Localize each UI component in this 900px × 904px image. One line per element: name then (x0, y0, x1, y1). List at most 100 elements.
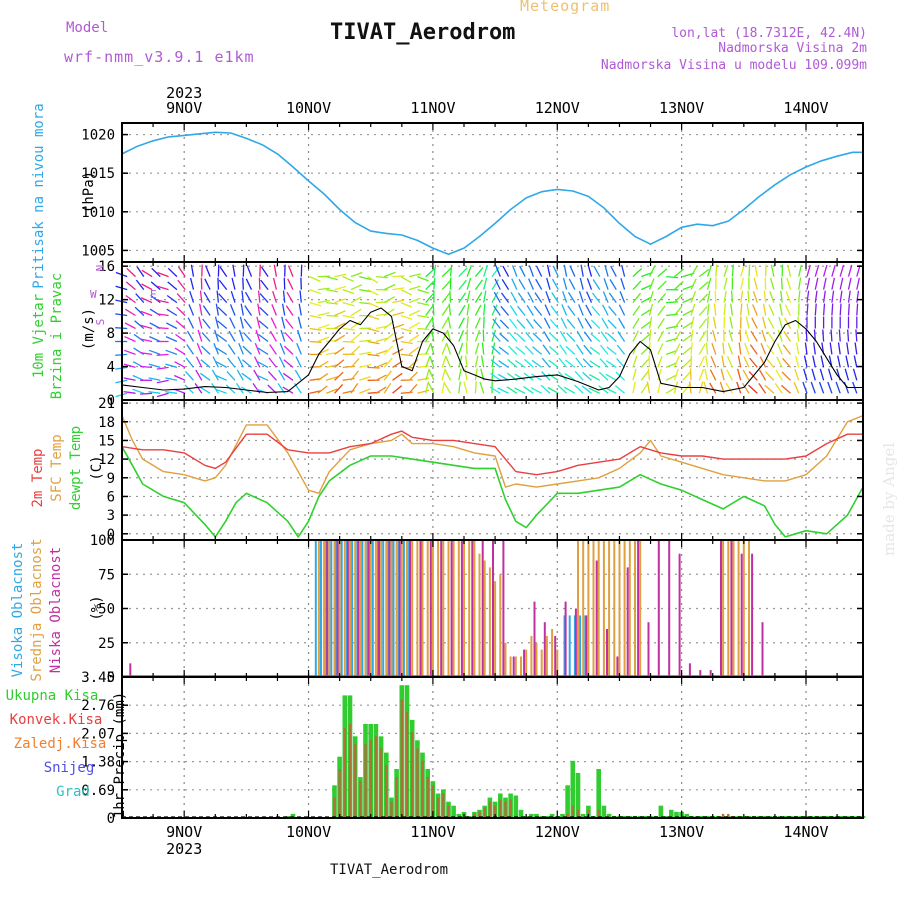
cloud-bar (471, 540, 473, 677)
wind-arrow (666, 302, 678, 303)
cloud-bar (406, 540, 408, 677)
cloud-bar (339, 540, 341, 677)
cloud-bar (727, 540, 729, 677)
wind-arrow (848, 330, 849, 342)
precip-bar (451, 806, 456, 818)
cloud-bar (741, 554, 743, 677)
x-year-label-bottom: 2023 (166, 840, 202, 858)
cloud-bar (463, 540, 465, 677)
precip-bar (411, 732, 413, 818)
cloud-bar (569, 615, 571, 677)
precip-bar (354, 744, 356, 818)
cloud-bar (448, 540, 450, 677)
compass-east-label: E (150, 288, 157, 301)
model-label: Model (66, 20, 108, 36)
y-tick-label: 6 (107, 489, 115, 505)
cloud-bar (546, 636, 548, 677)
cloud-bar (453, 540, 455, 677)
wind-arrow (157, 328, 169, 329)
wind-arrow (140, 393, 152, 394)
cloud-bar (762, 622, 764, 677)
cloud-bar (720, 540, 722, 677)
cloud-bar (505, 643, 507, 677)
wind-arrow (732, 291, 733, 303)
precip-legend-entry: Konvek.Kisa (10, 712, 103, 728)
cloud-bar (551, 629, 553, 677)
pressure-unit-label: (hPa) (81, 171, 97, 213)
x-tick-label-bottom: 13NOV (659, 823, 704, 841)
precip-bar (504, 802, 506, 818)
wind-arrow (815, 304, 816, 316)
wind-arrow (326, 316, 338, 317)
y-tick-label: 75 (98, 567, 115, 583)
wind-arrow (856, 330, 857, 342)
cloud-bar (648, 622, 650, 677)
wind-arrow (140, 367, 152, 368)
chart-title: TIVAT_Aerodrom (330, 20, 515, 45)
wind-arrow (782, 278, 783, 290)
wind-arrow (715, 291, 716, 303)
cloud-bar (579, 615, 581, 677)
cloud-bar (689, 663, 691, 677)
wind-arrow (417, 354, 429, 355)
precip-axis-label: 1hr Precip (mm) (112, 692, 128, 818)
precip-legend-entry: Ukupna Kisa (6, 688, 99, 704)
y-tick-label: 8 (107, 326, 115, 342)
cloud-bar (598, 540, 600, 677)
cloud-bar (606, 629, 608, 677)
t2m-axis-label: 2m Temp (30, 448, 46, 507)
y-tick-label: 3.45 (81, 670, 115, 686)
wind-arrow (393, 276, 405, 277)
cloud-bar (554, 636, 556, 677)
y-tick-label: 1020 (81, 128, 115, 144)
cloud-bar (639, 540, 641, 677)
cloud-bar (427, 540, 429, 677)
cloud-bar (515, 657, 517, 678)
footer-station: TIVAT_Aerodrom (330, 862, 448, 878)
y-tick-label: 1005 (81, 243, 115, 259)
wind-axis-label-2: Brzina i Pravac (49, 273, 65, 399)
cloud-bar (494, 581, 496, 677)
precip-bar (370, 740, 372, 818)
precip-bar (514, 796, 519, 819)
cloud-bar (637, 540, 639, 677)
cloud-bar (738, 540, 740, 677)
y-tick-label: 9 (107, 471, 115, 487)
cloud-bar (544, 622, 546, 677)
chart-subtitle: Meteogram (520, 0, 610, 15)
wind-arrow (691, 368, 692, 380)
cloud-bar (368, 540, 370, 677)
wind-arrow (343, 342, 355, 343)
precip-bar (344, 728, 346, 818)
cloud-bar (430, 540, 432, 677)
panel-background (122, 123, 863, 262)
cloud-bar (536, 643, 538, 677)
pressure-axis-label: Pritisak na nivou mora (31, 103, 47, 288)
cloud-bar (499, 574, 501, 677)
cloud-bar (492, 540, 494, 677)
cloud-bar (582, 540, 584, 677)
panel-background (122, 400, 863, 540)
wind-arrow (823, 330, 824, 342)
cloud-bar (344, 540, 346, 677)
model-value: wrf-nmm_v3.9.1 e1km (64, 48, 255, 66)
cloud-bar (523, 650, 525, 677)
wind-arrow (243, 278, 244, 290)
precip-bar (380, 749, 382, 819)
cloud-bar (733, 540, 735, 677)
cloud-bar (372, 540, 374, 677)
cloud-bar (668, 540, 670, 677)
precip-bar (333, 798, 335, 818)
precip-bar (427, 777, 429, 818)
y-tick-label: 18 (98, 415, 115, 431)
cloud-bar (585, 615, 587, 677)
x-tick-label-top: 10NOV (286, 99, 331, 117)
cloud-bar (420, 540, 422, 677)
precip-bar (509, 800, 511, 818)
wind-arrow (832, 304, 833, 316)
wind-axis-label: 10m Vjetar (31, 294, 47, 378)
precip-bar (385, 765, 387, 818)
cloud-bar (385, 540, 387, 677)
